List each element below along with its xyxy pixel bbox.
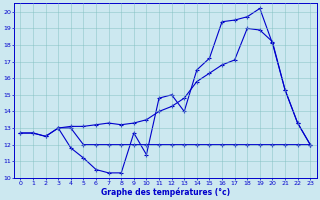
X-axis label: Graphe des températures (°c): Graphe des températures (°c) bbox=[101, 187, 230, 197]
